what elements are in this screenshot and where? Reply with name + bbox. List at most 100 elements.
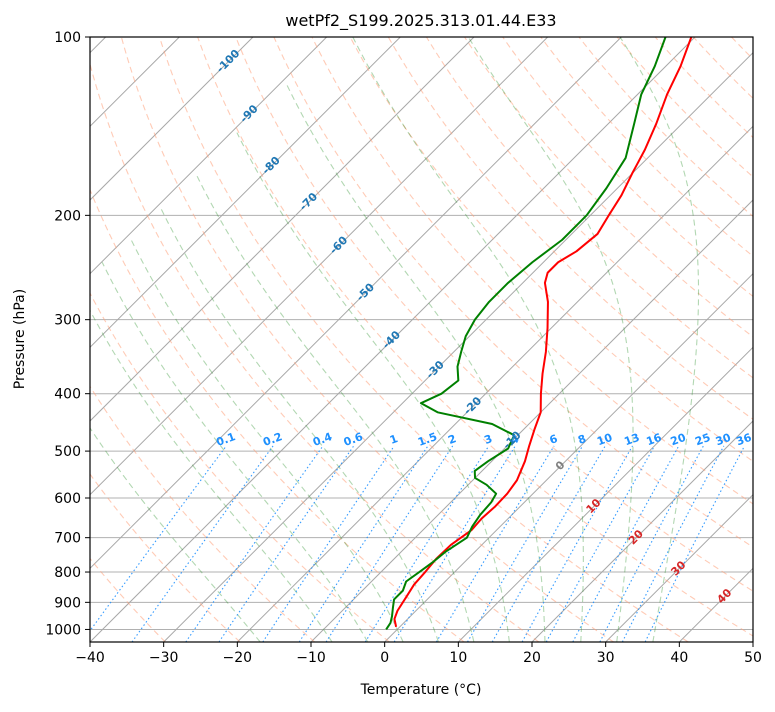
y-tick-label: 400 xyxy=(54,387,81,403)
mixing-ratio-line-6 xyxy=(325,445,454,642)
mixing-ratio-line-4 xyxy=(262,445,395,642)
mixing-ratio-label: 0.1 xyxy=(215,430,238,449)
mixing-ratio-line-5 xyxy=(298,445,429,642)
mixing-ratio-label: 20 xyxy=(669,431,688,449)
y-tick-label: 900 xyxy=(54,595,81,611)
dry-adiabat-250 xyxy=(90,473,241,642)
isotherm--100 xyxy=(90,37,254,201)
y-tick-label: 700 xyxy=(54,531,81,547)
mixing-ratio-line-14 xyxy=(572,445,680,642)
dry-adiabat-360 xyxy=(349,37,753,462)
dry-adiabat-300 xyxy=(120,37,614,642)
isotherm-0 xyxy=(384,272,753,642)
y-tick-label: 600 xyxy=(54,491,81,507)
y-tick-label: 100 xyxy=(54,30,81,46)
mixing-ratio-line-13 xyxy=(545,445,656,642)
dry-adiabat-310 xyxy=(158,37,689,642)
dry-adiabat-370 xyxy=(387,37,753,420)
mixing-ratio-line-16 xyxy=(621,445,725,642)
mixing-ratio-line-15 xyxy=(599,445,704,642)
dry-adiabat-430 xyxy=(616,37,753,178)
mixing-ratio-label: 30 xyxy=(714,431,733,449)
isotherm--80 xyxy=(90,37,401,349)
dry-adiabat-340 xyxy=(273,37,753,548)
dry-adiabat-410 xyxy=(540,37,753,257)
isotherm--60 xyxy=(90,37,549,496)
x-axis-label: Temperature (°C) xyxy=(360,682,482,698)
chart-title: wetPf2_S199.2025.313.01.44.E33 xyxy=(285,11,556,31)
mixing-ratio-label: 16 xyxy=(645,431,664,449)
mixing-ratio-line-10 xyxy=(467,445,584,642)
dry-adiabat-320 xyxy=(197,37,753,637)
y-axis-label: Pressure (hPa) xyxy=(12,289,28,389)
mixing-ratio-line-1 xyxy=(131,445,274,642)
mixing-ratio-label: 13 xyxy=(623,431,642,448)
mixing-ratio-label: 1 xyxy=(388,432,400,447)
x-tick-label: −30 xyxy=(149,650,179,666)
dry-adiabat-290 xyxy=(90,62,540,642)
y-tick-label: 200 xyxy=(54,208,81,224)
x-tick-label: 40 xyxy=(670,650,688,666)
moist-adiabat--20 xyxy=(90,427,261,642)
dry-adiabat-260 xyxy=(90,385,316,642)
x-tick-label: 20 xyxy=(523,650,541,666)
moist-adiabat--5 xyxy=(101,262,369,642)
y-tick-label: 300 xyxy=(54,313,81,329)
isotherm-10 xyxy=(457,346,753,642)
isotherm--50 xyxy=(90,37,622,570)
isotherm--20 xyxy=(236,125,753,642)
moist-adiabat-15 xyxy=(236,132,510,642)
moist-adiabat-10 xyxy=(195,173,475,642)
mixing-ratio-label: 1.5 xyxy=(416,430,439,449)
mixing-ratio-label: 0.2 xyxy=(261,430,284,449)
dry-adiabat-380 xyxy=(425,37,753,379)
moist-adiabat-5 xyxy=(160,208,440,642)
isotherm--30 xyxy=(163,51,753,642)
mixing-ratio-label: 4 xyxy=(509,432,521,447)
dry-adiabat-400 xyxy=(502,37,753,298)
x-tick-label: −10 xyxy=(296,650,326,666)
moist-adiabat-20 xyxy=(285,83,546,642)
dry-adiabat-330 xyxy=(235,37,753,592)
mixing-ratio-line-11 xyxy=(491,445,606,642)
x-tick-label: 30 xyxy=(597,650,615,666)
isotherm-30 xyxy=(605,493,753,642)
mixing-ratio-label: 25 xyxy=(693,431,712,448)
dry-adiabat-350 xyxy=(311,37,753,505)
dry-adiabat-270 xyxy=(90,292,390,642)
x-tick-label: 50 xyxy=(744,650,762,666)
y-tick-label: 1000 xyxy=(45,622,81,638)
moist-adiabat--10 xyxy=(90,309,333,642)
mixing-ratio-line-17 xyxy=(644,445,746,642)
mixing-ratio-label: 36 xyxy=(734,431,753,449)
dry-adiabat-280 xyxy=(90,188,465,642)
plot-area xyxy=(90,37,753,642)
moist-adiabat-35 xyxy=(619,37,700,642)
dewpoint-profile-line xyxy=(385,37,667,631)
mixing-ratio-line-0 xyxy=(90,445,227,632)
x-tick-label: 10 xyxy=(449,650,467,666)
mixing-ratio-line-7 xyxy=(364,445,490,642)
x-tick-label: −20 xyxy=(223,650,253,666)
mixing-ratio-label: 10 xyxy=(595,431,614,449)
axes-layer: −40 −30 −20 −10 0 10 20 30 40 5010020030040050060… xyxy=(45,30,762,666)
y-tick-label: 500 xyxy=(54,444,81,460)
mixing-ratio-label: 2 xyxy=(446,432,458,447)
moist-adiabat-0 xyxy=(130,239,404,642)
isotherm-20 xyxy=(531,420,753,642)
y-tick-label: 800 xyxy=(54,565,81,581)
isotherm--10 xyxy=(310,199,753,642)
x-tick-label: 0 xyxy=(380,650,389,666)
mixing-ratio-label: 6 xyxy=(548,432,560,447)
isotherm--70 xyxy=(90,37,475,422)
mixing-ratio-label: 8 xyxy=(576,432,588,447)
mixing-ratio-label: 0.6 xyxy=(342,430,365,449)
mixing-ratio-line-12 xyxy=(521,445,633,642)
mixing-ratio-label: 0.4 xyxy=(311,430,334,449)
isotherm--40 xyxy=(90,37,696,642)
plot-frame xyxy=(89,36,754,643)
mixing-ratio-label: 3 xyxy=(482,432,494,447)
